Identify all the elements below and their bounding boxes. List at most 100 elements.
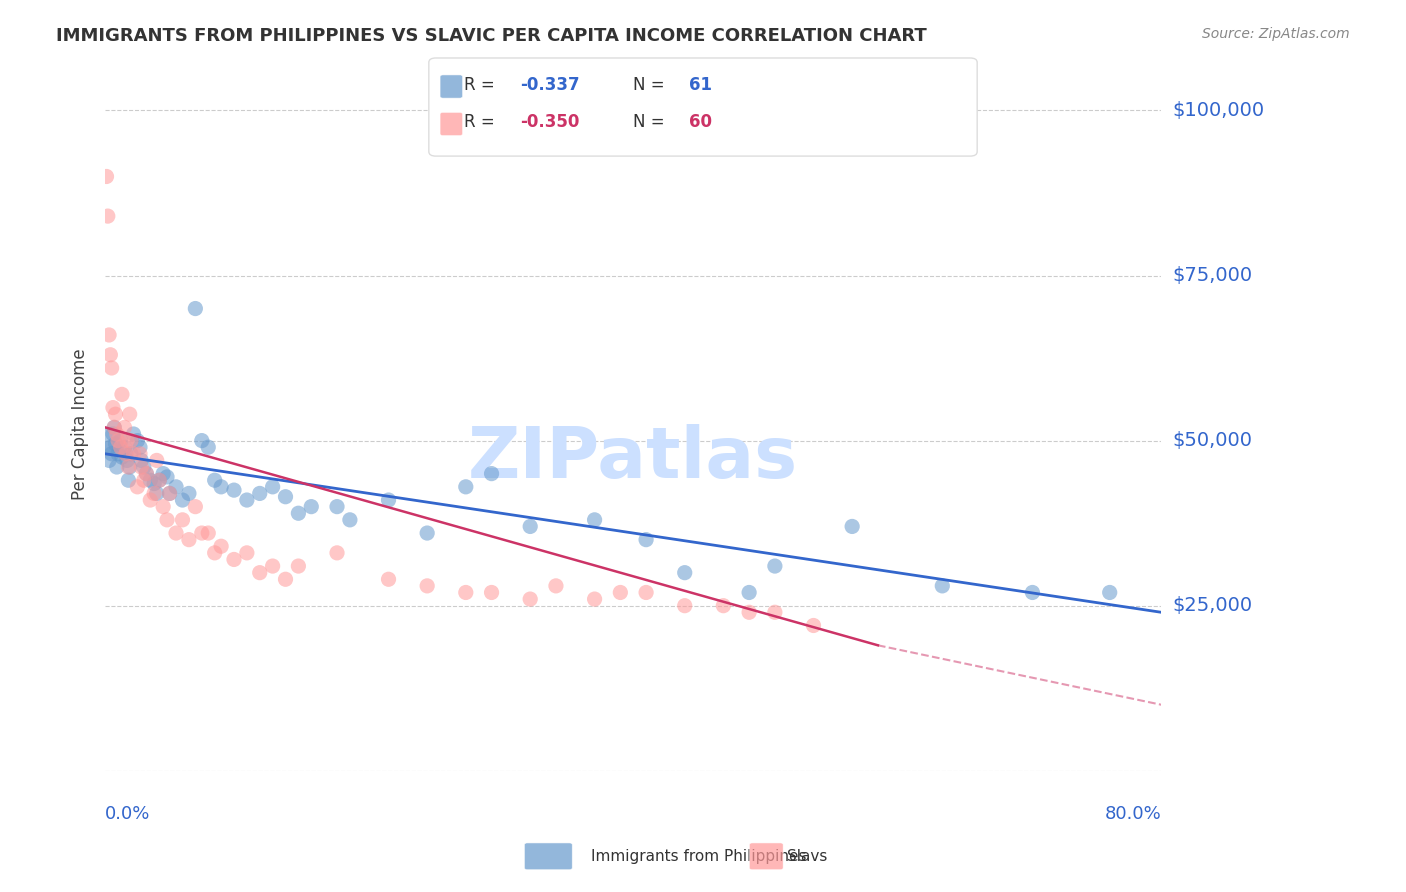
- Point: [326, 500, 349, 514]
- Text: $25,000: $25,000: [1173, 596, 1253, 615]
- Point: [416, 526, 439, 541]
- Point: [165, 526, 187, 541]
- Point: [738, 605, 761, 619]
- Point: [209, 539, 232, 553]
- Point: [145, 486, 167, 500]
- Point: [636, 533, 658, 547]
- Text: Source: ZipAtlas.com: Source: ZipAtlas.com: [1202, 27, 1350, 41]
- Point: [110, 434, 132, 448]
- Point: [117, 460, 139, 475]
- Point: [177, 486, 200, 500]
- Point: [129, 453, 152, 467]
- Point: [209, 480, 232, 494]
- Point: [148, 473, 170, 487]
- Point: [98, 440, 121, 454]
- Point: [159, 486, 181, 500]
- Point: [931, 579, 953, 593]
- Point: [236, 546, 259, 560]
- Point: [122, 447, 145, 461]
- Point: [97, 209, 120, 223]
- Point: [274, 490, 297, 504]
- Point: [111, 450, 134, 464]
- Point: [152, 467, 174, 481]
- Point: [114, 440, 136, 454]
- Point: [204, 546, 226, 560]
- Point: [583, 592, 606, 607]
- Point: [127, 434, 149, 448]
- Point: [127, 480, 149, 494]
- Point: [156, 470, 179, 484]
- Point: [172, 513, 194, 527]
- Point: [1098, 585, 1121, 599]
- Point: [339, 513, 361, 527]
- Text: N =: N =: [633, 113, 669, 131]
- Point: [249, 486, 271, 500]
- Point: [120, 447, 142, 461]
- Point: [416, 579, 439, 593]
- Point: [114, 447, 136, 461]
- Point: [172, 493, 194, 508]
- Point: [377, 493, 399, 508]
- Point: [139, 473, 162, 487]
- Point: [105, 460, 128, 475]
- Point: [287, 506, 309, 520]
- Point: [287, 559, 309, 574]
- Point: [326, 546, 349, 560]
- Point: [274, 572, 297, 586]
- Point: [454, 480, 477, 494]
- Point: [262, 559, 284, 574]
- Point: [118, 460, 141, 475]
- Point: [609, 585, 631, 599]
- Point: [191, 526, 214, 541]
- Point: [98, 348, 121, 362]
- Point: [117, 473, 139, 487]
- Text: 80.0%: 80.0%: [1105, 805, 1161, 823]
- Point: [481, 467, 503, 481]
- Point: [184, 301, 207, 316]
- Point: [145, 453, 167, 467]
- Text: -0.337: -0.337: [520, 76, 579, 94]
- Text: $100,000: $100,000: [1173, 101, 1264, 120]
- Point: [673, 566, 696, 580]
- Text: ZIPatlas: ZIPatlas: [468, 425, 799, 493]
- Point: [763, 605, 786, 619]
- Point: [132, 460, 155, 475]
- Point: [236, 493, 259, 508]
- Point: [104, 437, 127, 451]
- Text: IMMIGRANTS FROM PHILIPPINES VS SLAVIC PER CAPITA INCOME CORRELATION CHART: IMMIGRANTS FROM PHILIPPINES VS SLAVIC PE…: [56, 27, 927, 45]
- Point: [111, 387, 134, 401]
- Point: [96, 169, 118, 184]
- Text: 61: 61: [689, 76, 711, 94]
- Point: [152, 500, 174, 514]
- Point: [197, 526, 219, 541]
- Point: [98, 453, 121, 467]
- Point: [544, 579, 567, 593]
- Point: [159, 486, 181, 500]
- Text: 60: 60: [689, 113, 711, 131]
- Point: [377, 572, 399, 586]
- Point: [204, 473, 226, 487]
- Text: $75,000: $75,000: [1173, 266, 1253, 285]
- Point: [103, 420, 125, 434]
- Point: [132, 473, 155, 487]
- Text: -0.350: -0.350: [520, 113, 579, 131]
- Point: [101, 401, 124, 415]
- Point: [763, 559, 786, 574]
- Point: [738, 585, 761, 599]
- Text: R =: R =: [464, 113, 501, 131]
- Point: [803, 618, 825, 632]
- Text: Immigrants from Philippines: Immigrants from Philippines: [591, 849, 806, 863]
- Point: [636, 585, 658, 599]
- Point: [139, 493, 162, 508]
- Point: [100, 447, 122, 461]
- Point: [120, 434, 142, 448]
- Point: [98, 328, 121, 343]
- Point: [299, 500, 322, 514]
- Point: [191, 434, 214, 448]
- Point: [519, 519, 541, 533]
- Point: [156, 513, 179, 527]
- Point: [177, 533, 200, 547]
- Point: [107, 434, 129, 448]
- Point: [711, 599, 734, 613]
- Point: [129, 447, 152, 461]
